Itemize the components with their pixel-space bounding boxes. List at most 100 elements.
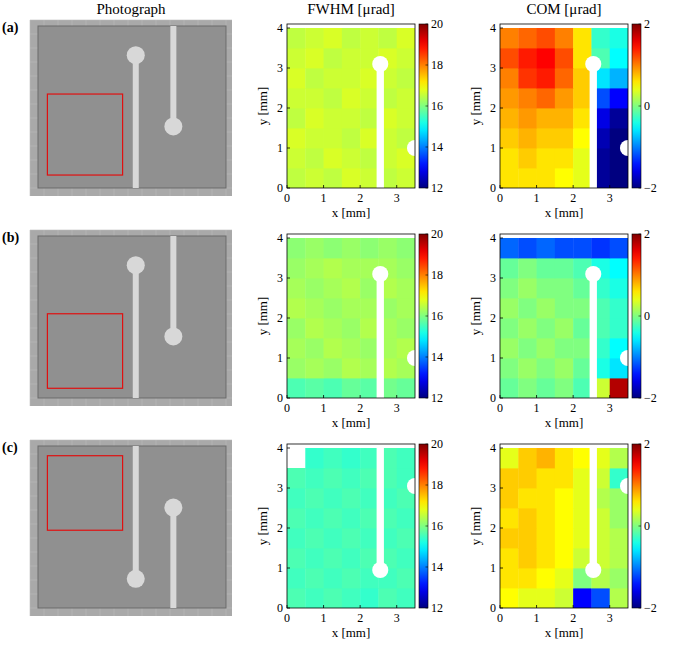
- cell: [397, 108, 415, 128]
- cell: [500, 358, 519, 378]
- cell: [324, 548, 343, 568]
- cell: [591, 28, 610, 48]
- cell: [360, 168, 379, 188]
- x-tick: [609, 605, 610, 608]
- slot: [133, 265, 139, 398]
- cell: [324, 588, 343, 608]
- cell: [397, 238, 415, 258]
- x-tick: [536, 185, 537, 188]
- cell: [500, 48, 519, 68]
- hole: [164, 117, 182, 135]
- y-tick: [287, 278, 290, 279]
- cell: [555, 488, 574, 508]
- cell: [500, 468, 519, 488]
- cell: [324, 528, 343, 548]
- cell: [397, 448, 415, 468]
- x-tick: [573, 185, 574, 188]
- cell: [360, 448, 379, 468]
- cell: [324, 88, 343, 108]
- y-tick: [500, 68, 503, 69]
- cell: [537, 258, 556, 278]
- cell: [287, 468, 306, 488]
- y-tick-label: 3: [490, 61, 496, 75]
- cell: [555, 258, 574, 278]
- cell: [500, 278, 519, 298]
- colorbar-tick-label: 14: [431, 350, 443, 364]
- cell: [324, 258, 343, 278]
- cell: [305, 238, 324, 258]
- heatmap-panel: 012301234x [mm]y [mm]1214161820: [255, 227, 443, 430]
- cell: [360, 28, 379, 48]
- plot-background: [287, 234, 415, 398]
- y-tick: [500, 488, 503, 489]
- x-tick-label: 1: [321, 611, 327, 625]
- y-tick-label: 4: [490, 231, 496, 245]
- slot: [377, 274, 384, 398]
- cell: [555, 68, 574, 88]
- heatmap-panel: 012301234x [mm]y [mm]−202: [468, 227, 657, 430]
- cell: [324, 468, 343, 488]
- x-tick: [396, 395, 397, 398]
- cell: [397, 588, 415, 608]
- y-tick-label: 3: [277, 271, 283, 285]
- cell: [518, 48, 537, 68]
- colorbar-tick-label: 12: [431, 601, 443, 615]
- y-tick: [287, 318, 290, 319]
- cell: [305, 148, 324, 168]
- colorbar: [632, 444, 641, 608]
- colorbar-tick-label: 14: [431, 560, 443, 574]
- x-axis-title: x [mm]: [332, 625, 371, 640]
- slot: [170, 508, 176, 608]
- cell: [397, 568, 415, 588]
- cell: [573, 508, 592, 528]
- colorbar-tick-label: 12: [431, 391, 443, 405]
- cell: [518, 508, 537, 528]
- cell: [500, 258, 519, 278]
- cell: [500, 298, 519, 318]
- cell: [324, 128, 343, 148]
- photograph: [30, 20, 232, 196]
- cell: [324, 318, 343, 338]
- cell: [287, 588, 306, 608]
- cell: [555, 168, 574, 188]
- paper-grid: [30, 230, 232, 231]
- x-axis-title: x [mm]: [332, 205, 371, 220]
- x-tick-label: 2: [357, 611, 363, 625]
- x-axis-title: x [mm]: [545, 415, 584, 430]
- cell: [287, 128, 306, 148]
- cell: [324, 358, 343, 378]
- y-axis-title: y [mm]: [468, 297, 483, 336]
- x-tick: [360, 185, 361, 188]
- cell: [537, 148, 556, 168]
- cell: [518, 258, 537, 278]
- cell: [324, 238, 343, 258]
- cell: [555, 278, 574, 298]
- panel-letter: (c): [2, 440, 18, 456]
- colorbar-tick: [426, 147, 429, 148]
- colorbar: [419, 234, 428, 398]
- hole: [620, 140, 628, 156]
- cell: [555, 468, 574, 488]
- colorbar-tick: [426, 398, 429, 399]
- y-tick: [500, 608, 503, 609]
- colorbar-tick-label: 2: [644, 17, 650, 31]
- cell: [342, 488, 361, 508]
- y-tick: [287, 528, 290, 529]
- x-tick: [536, 605, 537, 608]
- y-tick-label: 3: [490, 481, 496, 495]
- x-tick: [287, 395, 288, 398]
- cell: [537, 378, 556, 398]
- cell: [555, 88, 574, 108]
- cell: [555, 108, 574, 128]
- colorbar: [632, 234, 641, 398]
- cell: [397, 68, 415, 88]
- cell: [537, 528, 556, 548]
- cell: [305, 338, 324, 358]
- x-tick-label: 1: [321, 401, 327, 415]
- cell: [500, 548, 519, 568]
- cell: [555, 568, 574, 588]
- y-tick: [287, 568, 290, 569]
- y-tick-label: 0: [277, 391, 283, 405]
- cell: [555, 28, 574, 48]
- cell: [360, 238, 379, 258]
